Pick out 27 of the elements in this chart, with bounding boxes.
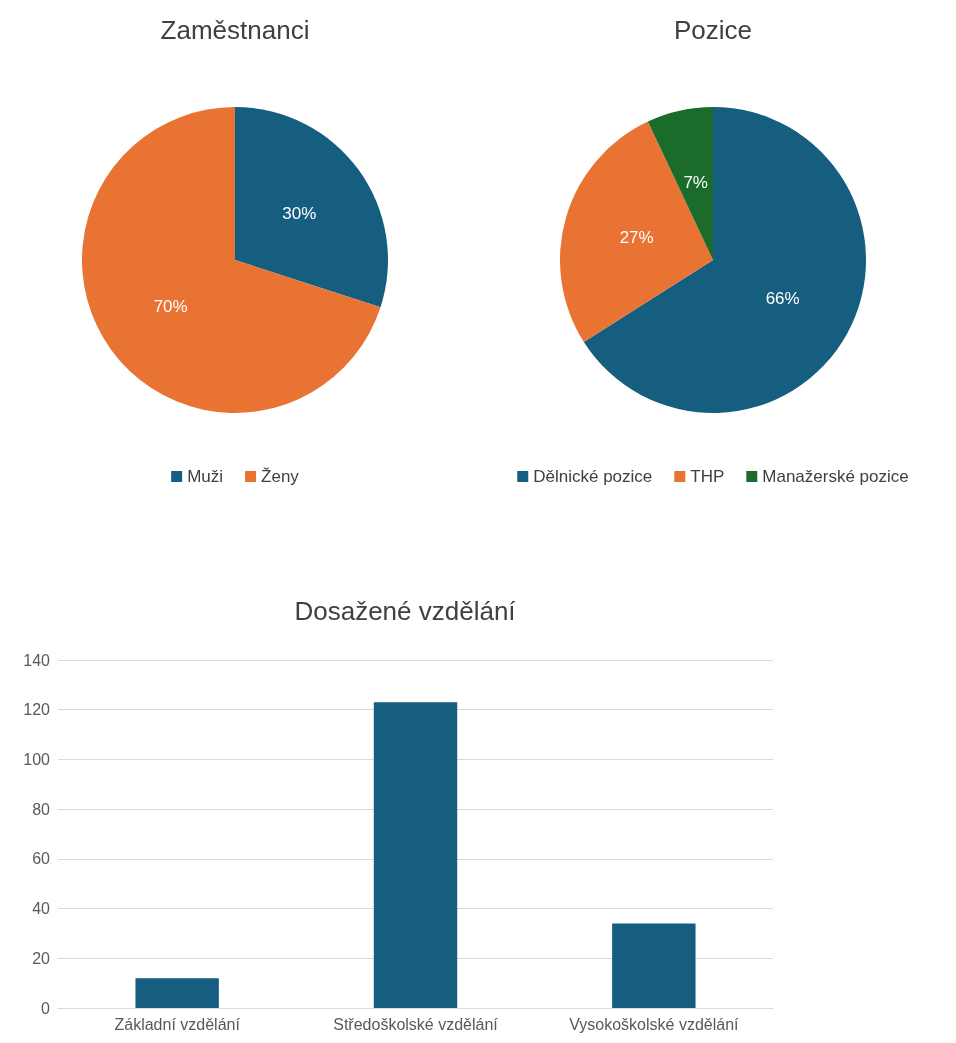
chart-title: Zaměstnanci bbox=[160, 15, 310, 45]
y-tick-label: 140 bbox=[23, 651, 51, 669]
y-tick-label: 100 bbox=[23, 750, 51, 768]
y-tick-label: 60 bbox=[32, 850, 51, 868]
bar bbox=[373, 702, 458, 1008]
y-tick-label: 20 bbox=[32, 949, 51, 967]
chart-title: Pozice bbox=[673, 15, 753, 45]
data-label: 27% bbox=[619, 228, 654, 248]
y-tick-label: 80 bbox=[32, 800, 51, 818]
data-label: 7% bbox=[683, 172, 708, 192]
legend-label: Ženy bbox=[261, 467, 300, 486]
data-label: 66% bbox=[765, 288, 800, 308]
bar bbox=[135, 978, 219, 1008]
legend-label: Manažerské pozice bbox=[762, 467, 909, 486]
legend-label: THP bbox=[690, 467, 725, 486]
y-tick-label: 40 bbox=[32, 900, 51, 918]
y-tick-label: 120 bbox=[23, 701, 51, 719]
x-tick-label: Vysokoškolské vzdělání bbox=[569, 1015, 740, 1033]
legend-label: Dělnické pozice bbox=[533, 467, 653, 486]
bar bbox=[612, 923, 696, 1008]
legend-label: Muži bbox=[187, 467, 224, 486]
x-tick-label: Základní vzdělání bbox=[114, 1015, 241, 1033]
data-label: 70% bbox=[153, 297, 188, 317]
x-tick-label: Středoškolské vzdělání bbox=[333, 1015, 499, 1033]
y-tick-label: 0 bbox=[41, 999, 51, 1017]
chart-title: Dosažené vzdělání bbox=[294, 596, 517, 626]
data-label: 30% bbox=[282, 203, 317, 223]
